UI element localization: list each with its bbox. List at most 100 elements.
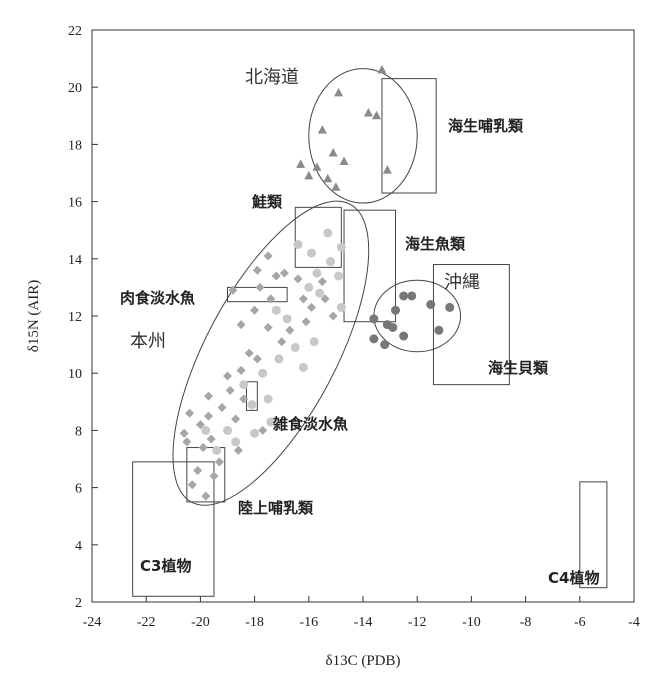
circle-point	[312, 268, 322, 278]
diamond-point	[187, 480, 197, 490]
diamond-point	[279, 268, 289, 278]
circle-point	[315, 288, 325, 298]
diamond-point	[204, 391, 214, 401]
x-tick-label: -18	[245, 615, 264, 630]
diamond-point	[293, 274, 303, 284]
circle-point	[263, 394, 273, 404]
category-box	[381, 78, 437, 194]
circle-point	[250, 428, 260, 438]
y-tick-label: 22	[68, 24, 82, 39]
triangle-point	[331, 182, 341, 191]
circle-point	[336, 302, 346, 312]
circle-point	[290, 342, 300, 352]
y-tick-label: 4	[75, 539, 82, 554]
triangle-point	[372, 110, 382, 120]
triangle-point	[296, 159, 306, 168]
diamond-point	[252, 354, 262, 364]
diamond-point	[225, 385, 235, 395]
circle-point	[223, 425, 232, 435]
diamond-point	[285, 325, 295, 335]
diamond-point	[228, 285, 238, 295]
diamond-point	[271, 271, 281, 281]
x-tick-label: -8	[520, 615, 532, 630]
diamond-point	[233, 445, 243, 455]
circle-point	[369, 314, 379, 324]
axis-ticks: -24 -22 -20 -18 -16 -14 -12 -10 -8 -6 -4 2 4 6 8 10 12 14…	[68, 24, 640, 630]
triangle-point	[317, 125, 327, 134]
label-kaisei-gyorui: 海生魚類	[405, 235, 466, 253]
category-box	[245, 381, 258, 411]
y-tick-label: 20	[68, 81, 82, 96]
circle-point	[293, 240, 303, 249]
triangle-point	[328, 147, 338, 157]
circle-point	[201, 425, 211, 435]
category-box	[294, 206, 342, 268]
circle-point	[391, 305, 401, 315]
x-tick-label: -22	[137, 615, 156, 630]
diamond-point	[263, 251, 273, 261]
triangle-point	[323, 173, 333, 183]
x-tick-label: -16	[299, 615, 318, 630]
circle-point	[434, 325, 444, 335]
diamond-point	[179, 428, 189, 438]
circle-point	[325, 257, 335, 267]
diamond-point	[320, 294, 330, 304]
circle-point	[445, 302, 455, 312]
label-kaisei-kairui: 海生貝類	[488, 359, 549, 377]
plot-frame	[91, 29, 635, 603]
circle-point	[231, 437, 241, 447]
label-rikujo: 陸上哺乳類	[238, 499, 314, 517]
region-ellipse	[172, 200, 370, 506]
circle-point	[212, 445, 222, 455]
diamond-point	[328, 311, 338, 321]
circle-point	[239, 380, 249, 390]
region-ellipse	[308, 68, 418, 204]
diamond-point	[307, 302, 317, 312]
triangle-point	[363, 107, 373, 117]
circle-point	[407, 291, 417, 301]
y-axis-label: δ15N (AIR)	[26, 280, 42, 352]
y-tick-label: 12	[68, 310, 82, 325]
diamond-point	[239, 394, 249, 404]
diamond-point	[298, 294, 308, 304]
circle-point	[247, 400, 257, 410]
diamond-point	[252, 265, 262, 275]
label-sake: 鮭類	[251, 193, 283, 211]
y-tick-label: 10	[68, 367, 82, 382]
triangle-point	[382, 165, 392, 174]
circle-point	[309, 337, 319, 347]
data-points	[179, 65, 455, 501]
circle-point	[369, 334, 379, 344]
diamond-point	[193, 465, 203, 475]
y-tick-label: 16	[68, 196, 82, 211]
triangle-point	[304, 170, 314, 180]
category-box	[132, 461, 215, 597]
x-axis-label: δ13C (PDB)	[326, 653, 401, 669]
diamond-point	[255, 282, 265, 292]
circle-point	[399, 331, 409, 341]
diamond-point	[217, 403, 227, 413]
diamond-point	[263, 322, 273, 332]
label-c4: C4植物	[548, 569, 599, 587]
y-tick-label: 18	[68, 138, 82, 153]
diamond-point	[244, 348, 254, 358]
category-box	[579, 481, 608, 589]
label-nikushoku: 肉食淡水魚	[120, 289, 195, 307]
y-tick-label: 6	[75, 482, 82, 497]
triangle-point	[312, 162, 322, 171]
x-tick-label: -24	[83, 615, 102, 630]
diamond-point	[266, 294, 276, 304]
diamond-point	[182, 437, 192, 447]
diamond-point	[236, 365, 246, 375]
x-tick-label: -6	[574, 615, 586, 630]
diamond-point	[231, 414, 241, 424]
x-tick-label: -12	[408, 615, 427, 630]
diamond-point	[250, 305, 260, 315]
region-ellipses	[172, 68, 462, 506]
diamond-point	[223, 371, 232, 381]
circle-point	[304, 282, 314, 292]
diamond-point	[198, 443, 208, 453]
circle-point	[271, 305, 281, 315]
circle-point	[323, 228, 333, 238]
